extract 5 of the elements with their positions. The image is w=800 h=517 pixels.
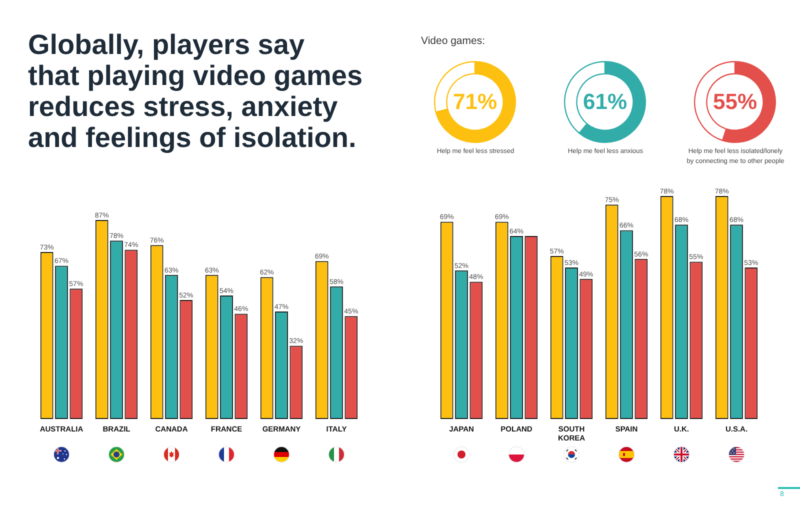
text: Globally, players say that playing video games reduces stress, anxiety and feelings of isolation.: [28, 29, 364, 153]
data-label: 61%: [582, 89, 628, 114]
data-label: 55%: [712, 89, 758, 114]
data-label: 71%: [452, 89, 498, 114]
chart-title: Video games:: [421, 35, 486, 47]
